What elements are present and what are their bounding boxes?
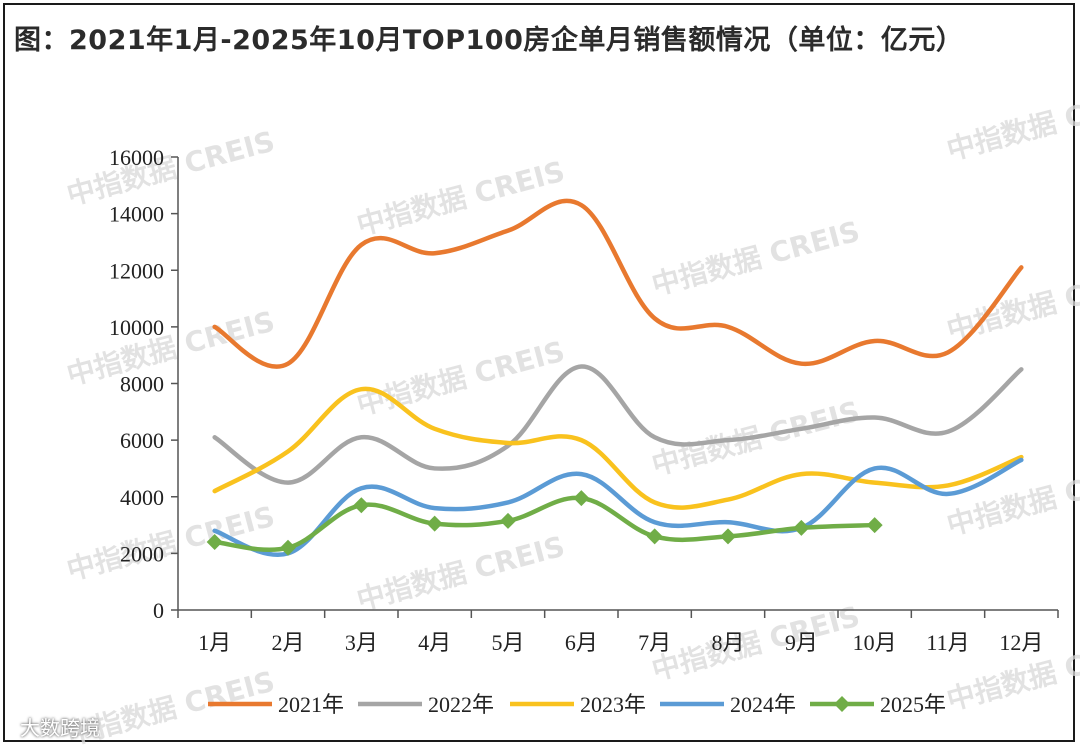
data-point	[720, 528, 736, 545]
y-tick-label: 0	[153, 598, 164, 623]
watermark-text: 中指数据 CREIS	[63, 500, 278, 587]
series-layer	[206, 198, 1024, 557]
series-line-4	[212, 495, 877, 553]
series-line-2	[212, 386, 1024, 510]
x-tick-label: 7月	[638, 630, 671, 655]
y-tick-label: 6000	[120, 428, 164, 453]
legend-label-2: 2023年	[580, 692, 646, 717]
data-point	[426, 515, 443, 532]
chart-title: 图：2021年1月-2025年10月TOP100房企单月销售额情况（单位：亿元）	[14, 25, 964, 56]
series-line-1	[212, 364, 1024, 485]
watermark-text: 中指数据 CREIS	[353, 335, 568, 422]
x-tick-label: 10月	[853, 630, 897, 655]
x-tick-label: 9月	[785, 630, 818, 655]
watermark-text: 中指数据 CREIS	[943, 260, 1080, 347]
legend-label-3: 2024年	[730, 692, 796, 717]
x-tick-label: 11月	[926, 630, 969, 655]
x-tick-label: 1月	[198, 630, 231, 655]
legend-label-0: 2021年	[278, 692, 344, 717]
axes: 0 2000 4000 6000 8000 10000 12000 14000 16000 1月 2…	[109, 145, 1059, 655]
watermark-text: 中指数据 CREIS	[648, 215, 863, 302]
watermark-text: 中指数据 CREIS	[648, 600, 863, 687]
legend-marker	[834, 696, 850, 712]
y-tick-label: 10000	[109, 315, 164, 340]
x-tick-label: 8月	[711, 630, 744, 655]
x-tick-label: 5月	[491, 630, 524, 655]
data-point	[206, 534, 223, 551]
watermark-text: 中指数据 CREIS	[63, 305, 278, 392]
data-point	[866, 517, 883, 534]
brand-watermark: 大数跨境	[20, 716, 100, 740]
data-point	[353, 497, 370, 514]
x-tick-label: 3月	[345, 630, 378, 655]
y-tick-label: 4000	[120, 485, 164, 510]
data-point	[646, 528, 663, 545]
legend-label-1: 2022年	[428, 692, 494, 717]
y-tick-label: 14000	[109, 202, 164, 227]
data-point	[500, 512, 516, 529]
series-line-3	[212, 457, 1024, 557]
watermark-text: 中指数据 CREIS	[353, 530, 568, 617]
y-tick-label: 8000	[120, 372, 164, 397]
series-line-0	[212, 198, 1024, 369]
y-tick-label: 2000	[120, 541, 164, 566]
x-tick-label: 6月	[565, 630, 598, 655]
x-tick-label: 4月	[418, 630, 451, 655]
watermark-text: 中指数据 CREIS	[353, 155, 568, 242]
x-tick-label: 12月	[999, 630, 1043, 655]
chart-frame	[3, 3, 1075, 742]
y-tick-label: 16000	[109, 145, 164, 170]
data-point	[793, 519, 810, 536]
data-point	[280, 539, 296, 556]
y-tick-label: 12000	[109, 258, 164, 283]
watermark-text: 中指数据 CREIS	[943, 80, 1080, 167]
watermark-text: 中指数据 CREIS	[63, 125, 278, 212]
data-point	[573, 490, 590, 507]
legend: 2021年 2022年 2023年 2024年 2025年	[208, 692, 946, 717]
x-tick-label: 2月	[271, 630, 304, 655]
legend-label-4: 2025年	[880, 692, 946, 717]
